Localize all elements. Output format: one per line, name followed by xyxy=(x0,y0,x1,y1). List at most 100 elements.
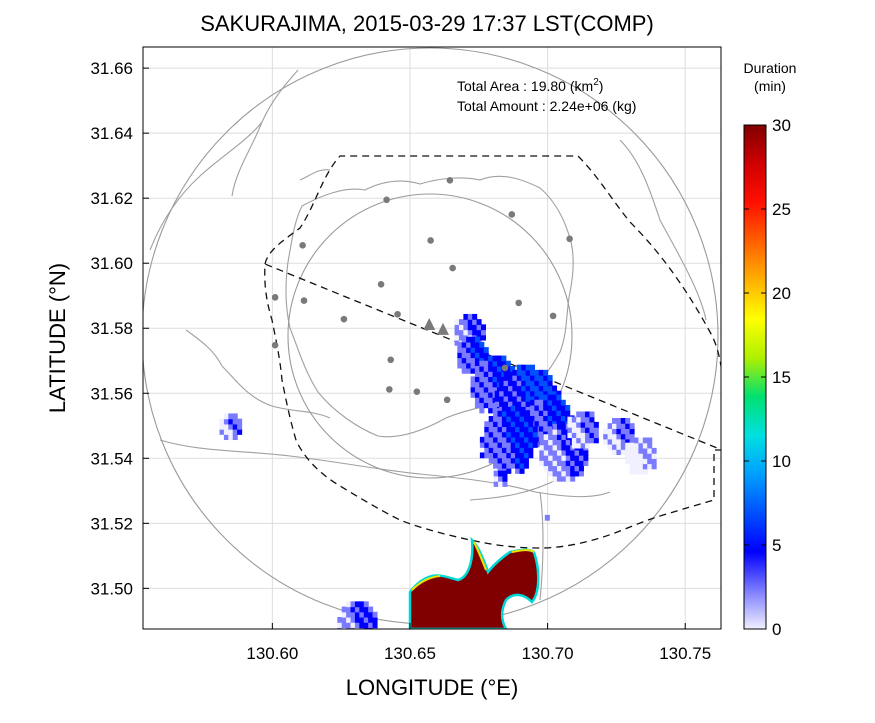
ash-pixel xyxy=(474,402,480,409)
ash-pixel xyxy=(607,443,613,450)
ash-pixel xyxy=(629,458,635,465)
ash-pixel xyxy=(519,426,525,433)
ash-pixel xyxy=(574,460,580,467)
ash-pixel xyxy=(237,429,243,435)
ash-pixel xyxy=(493,421,499,428)
ash-pixel xyxy=(346,633,351,639)
ash-pixel xyxy=(488,397,494,403)
ash-pixel xyxy=(350,606,356,613)
ash-pixel xyxy=(474,371,480,377)
ash-pixel xyxy=(567,427,573,433)
ash-pixel xyxy=(498,475,504,482)
ash-pixel xyxy=(372,627,378,629)
ash-pixel xyxy=(561,460,567,467)
ash-pixel xyxy=(638,468,644,475)
ash-pixel xyxy=(463,324,469,331)
ash-pixel xyxy=(519,436,525,443)
ash-pixel xyxy=(350,601,356,608)
ash-pixel xyxy=(529,404,535,411)
observation-stations xyxy=(271,177,573,404)
ash-pixel xyxy=(351,643,356,649)
station-dot xyxy=(427,237,434,244)
ash-pixel xyxy=(525,401,531,407)
ash-pixel xyxy=(497,436,503,443)
ash-pixel xyxy=(359,616,365,623)
ash-pixel xyxy=(488,360,494,367)
ash-pixel xyxy=(529,390,535,397)
ash-pixel xyxy=(565,475,571,482)
station-dot xyxy=(340,315,348,323)
ash-pixel xyxy=(543,404,549,411)
ash-pixel xyxy=(488,457,494,464)
ash-pixel xyxy=(521,369,527,376)
ash-pixel xyxy=(616,428,622,435)
ash-pixel xyxy=(480,334,486,341)
ash-pixel xyxy=(359,622,365,628)
ash-pixel xyxy=(470,357,476,364)
ash-pixel xyxy=(474,381,480,388)
total-area-unit-tail: ) xyxy=(599,78,604,94)
ash-pixel xyxy=(463,319,469,325)
ash-pixel xyxy=(470,386,476,393)
ash-pixel xyxy=(516,395,522,402)
ash-pixel xyxy=(496,355,502,362)
ash-pixel xyxy=(543,434,549,441)
ash-pixel xyxy=(355,633,360,639)
ash-pixel xyxy=(368,633,373,639)
ash-pixel xyxy=(515,452,521,459)
ash-pixel xyxy=(223,434,229,441)
ash-pixel xyxy=(647,447,653,454)
ash-pixel xyxy=(525,406,531,413)
ash-pixel xyxy=(561,455,567,461)
ash-pixel xyxy=(528,442,534,448)
y-axis-ticks: 31.50 31.52 31.54 31.56 31.58 31.60 31.62 31.64… xyxy=(90,59,149,598)
ash-pixel xyxy=(519,468,525,474)
ash-pixel xyxy=(507,380,513,387)
ash-pixel xyxy=(556,449,562,456)
colorbar-tick-label: 5 xyxy=(772,536,781,555)
heavy-ash-plume xyxy=(408,536,540,629)
ash-pixel xyxy=(484,442,490,448)
ash-pixel xyxy=(219,423,225,430)
ash-pixel xyxy=(552,429,558,435)
ash-pixel xyxy=(519,416,525,422)
ash-pixel xyxy=(483,352,489,359)
ash-pixel xyxy=(589,432,595,439)
ash-pixel xyxy=(651,463,657,470)
ash-pixel xyxy=(516,375,522,381)
ash-pixel xyxy=(337,616,343,623)
ash-pixel xyxy=(228,423,234,430)
ash-pixel xyxy=(612,417,618,424)
ash-pixel xyxy=(593,421,599,428)
ash-pixel xyxy=(503,380,509,387)
ash-pixel xyxy=(543,465,549,472)
ash-pixel xyxy=(363,606,369,613)
ash-pixel xyxy=(529,395,535,402)
ash-pixel xyxy=(479,365,485,372)
ash-pixel xyxy=(521,401,527,407)
ash-pixel xyxy=(488,416,494,422)
ash-pixel xyxy=(570,475,576,482)
ash-pixel xyxy=(548,455,554,461)
ash-pixel xyxy=(625,428,631,435)
ash-pixel xyxy=(510,462,516,469)
ash-pixel xyxy=(603,438,609,445)
ash-pixel xyxy=(359,601,365,608)
ash-pixel xyxy=(642,458,648,465)
ash-pixel xyxy=(507,375,513,381)
ash-pixel xyxy=(574,449,580,456)
ash-pixel xyxy=(497,447,503,454)
ash-pixel xyxy=(461,347,467,353)
ash-pixel xyxy=(547,420,553,427)
ash-pixel xyxy=(612,443,618,450)
ash-pixel xyxy=(534,369,540,376)
ash-pixel xyxy=(228,418,234,425)
ash-pixel xyxy=(351,633,356,639)
station-dot xyxy=(377,281,385,288)
ash-pixel xyxy=(629,433,635,440)
ash-pixel xyxy=(474,347,480,353)
ash-pixel xyxy=(538,415,544,422)
ash-pixel xyxy=(499,401,505,407)
ash-pixel xyxy=(576,432,582,439)
ash-pixel xyxy=(479,391,485,398)
